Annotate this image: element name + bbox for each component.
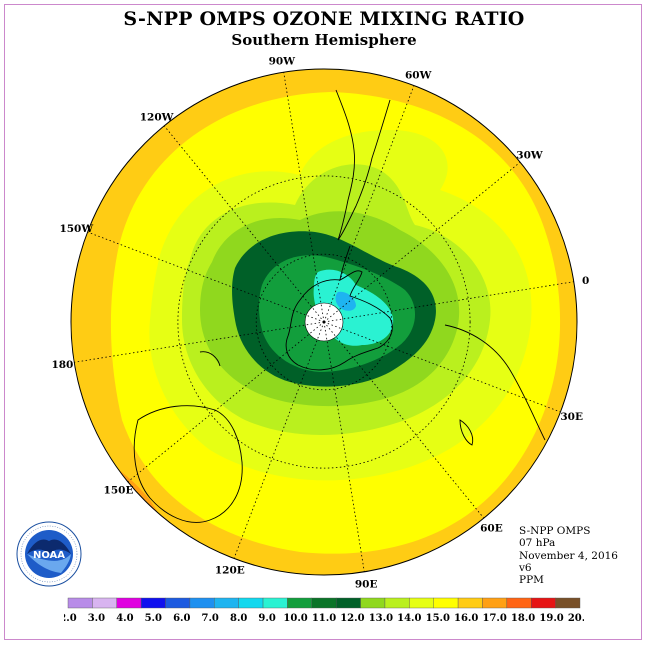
date-label: November 4, 2016 <box>519 549 618 562</box>
colorbar-tick-label: 19.0 <box>539 613 563 624</box>
colorbar-tick-label: 10.0 <box>283 613 307 624</box>
colorbar-box <box>433 597 459 609</box>
longitude-label: 150E <box>104 484 134 496</box>
longitude-label: 120W <box>140 112 174 124</box>
longitude-label: 90W <box>269 55 296 67</box>
colorbar-tick-label: 7.0 <box>201 613 218 624</box>
colorbar-box <box>140 597 166 609</box>
colorbar-tick-label: 13.0 <box>369 613 393 624</box>
colorbar-tick-label: 2.0 <box>64 613 77 624</box>
colorbar-box <box>384 597 410 609</box>
colorbar-box <box>262 597 288 609</box>
colorbar-box <box>238 597 264 609</box>
colorbar-tick-label: 4.0 <box>116 613 133 624</box>
map-boundary <box>70 68 578 576</box>
colorbar-box <box>214 597 239 609</box>
colorbar-box <box>92 597 117 609</box>
instrument-label: S-NPP OMPS <box>519 525 591 537</box>
coastlines <box>133 89 546 523</box>
colorbar-boxes <box>67 597 581 609</box>
colorbar-box <box>506 597 532 609</box>
colorbar-box <box>67 597 93 609</box>
colorbar-box <box>335 597 361 609</box>
longitude-label: 120E <box>215 565 245 577</box>
colorbar-tick-labels: 2.0 3.0 4.0 5.0 6.0 7.0 8.0 9.0 10.0 11.0 12.0 13.0… <box>64 613 584 624</box>
colorbar-box <box>311 597 337 609</box>
colorbar-tick-label: 20.0 <box>568 613 584 624</box>
noaa-logo-icon: NOAA <box>16 521 82 587</box>
colorbar-box <box>360 597 386 609</box>
colorbar-tick-label: 12.0 <box>340 613 364 624</box>
colorbar-tick-label: 14.0 <box>397 613 421 624</box>
version-label: v6 <box>519 561 532 574</box>
noaa-logo-text: NOAA <box>33 550 65 561</box>
colorbar-box <box>189 597 215 609</box>
map-subtitle: Southern Hemisphere <box>231 31 417 49</box>
longitude-label: 150W <box>59 223 93 235</box>
info-block: S-NPP OMPS 07 hPa November 4, 2016 v6 PP… <box>519 525 618 586</box>
colorbar-tick-label: 16.0 <box>454 613 478 624</box>
colorbar-box <box>165 597 191 609</box>
colorbar-tick-label: 6.0 <box>173 613 190 624</box>
colorbar-tick-label: 18.0 <box>511 613 535 624</box>
colorbar-box <box>116 597 142 609</box>
colorbar-tick-label: 11.0 <box>312 613 336 624</box>
longitude-label: 60W <box>405 69 432 81</box>
latitude-circle <box>255 253 393 391</box>
colorbar-tick-label: 5.0 <box>145 613 162 624</box>
colorbar-tick-label: 3.0 <box>88 613 105 624</box>
colorbar-box <box>482 597 508 609</box>
longitude-label: 30E <box>560 411 583 423</box>
latitude-circle <box>177 175 471 469</box>
colorbar-tick-label: 8.0 <box>230 613 247 624</box>
longitude-labels: 0 30E 60E 90E 120E 150E 180 150W 120W 90W 60W 30W <box>51 55 589 590</box>
level-label: 07 hPa <box>519 537 556 550</box>
colorbar: 2.0 3.0 4.0 5.0 6.0 7.0 8.0 9.0 10.0 11.0 12.0 13.0… <box>64 597 584 624</box>
colorbar-box <box>531 597 556 609</box>
ozone-field <box>71 69 577 575</box>
figure-frame <box>4 4 642 640</box>
colorbar-box <box>555 597 581 609</box>
colorbar-box <box>457 597 483 609</box>
longitude-label: 60E <box>480 523 503 535</box>
colorbar-tick-label: 15.0 <box>426 613 450 624</box>
longitude-label: 180 <box>51 359 73 371</box>
colorbar-tick-label: 9.0 <box>258 613 275 624</box>
longitude-label: 90E <box>355 579 378 591</box>
graticule <box>74 72 574 572</box>
colorbar-tick-label: 17.0 <box>483 613 507 624</box>
colorbar-box <box>409 597 434 609</box>
colorbar-box <box>287 597 313 609</box>
longitude-label: 0 <box>582 275 589 287</box>
units-label: PPM <box>519 574 544 587</box>
map-title: S-NPP OMPS OZONE MIXING RATIO <box>123 8 525 30</box>
longitude-label: 30W <box>516 150 543 162</box>
